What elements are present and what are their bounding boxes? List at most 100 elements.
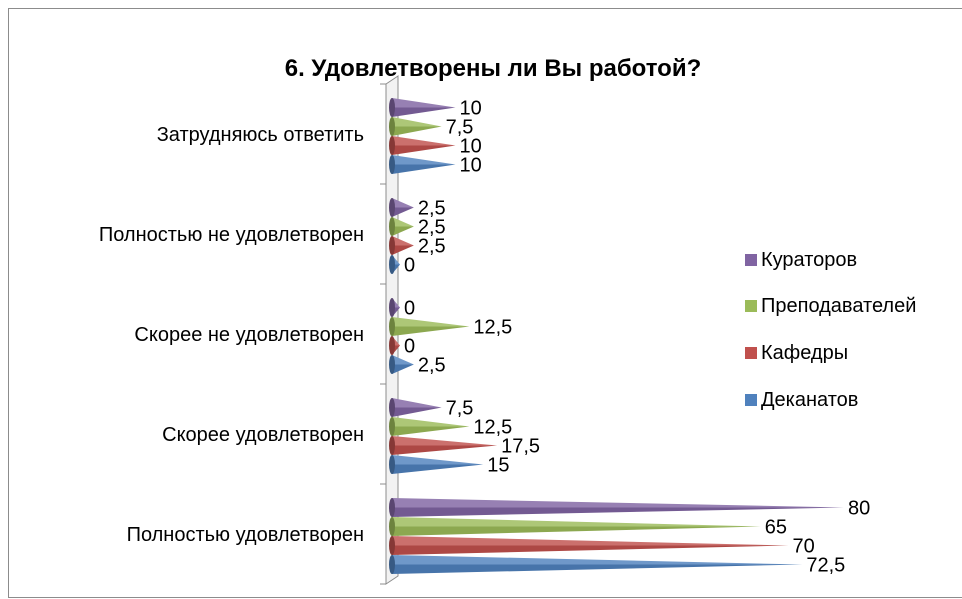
bar-base — [389, 336, 395, 355]
bar-face-bottom — [392, 564, 803, 574]
bar-face-top — [392, 555, 803, 565]
bar-base — [389, 155, 395, 174]
bar-face-top — [392, 398, 442, 408]
bar-face-bottom — [392, 507, 844, 517]
bar-face-top — [392, 498, 844, 508]
value-label: 2,5 — [418, 217, 446, 239]
bar-face-top — [392, 117, 442, 127]
value-label: 0 — [404, 298, 415, 320]
value-label: 70 — [793, 536, 815, 558]
bar-face-bottom — [392, 164, 456, 174]
bar-face-top — [392, 355, 414, 365]
bar-base — [389, 436, 395, 455]
bar-face-bottom — [392, 407, 442, 417]
bar-face-bottom — [392, 245, 414, 255]
bar-face-top — [392, 436, 498, 446]
bar-Преподавателей — [389, 317, 470, 336]
value-label: 12,5 — [473, 317, 512, 339]
legend: Кураторов Преподавателей Кафедры Деканатов — [745, 249, 916, 411]
bar-face-bottom — [392, 226, 414, 236]
bar-Кафедры — [389, 136, 456, 155]
category-label: Полностью удовлетворен — [127, 524, 364, 546]
category-label: Полностью не удовлетворен — [99, 224, 364, 246]
bar-Кураторов — [389, 498, 844, 517]
value-label: 12,5 — [473, 417, 512, 439]
legend-swatch — [745, 300, 757, 312]
bar-face-bottom — [392, 126, 442, 136]
bar-face-top — [392, 317, 470, 327]
bar-base — [389, 236, 395, 255]
bar-face-bottom — [392, 145, 456, 155]
value-label: 80 — [848, 498, 870, 520]
bar-Кураторов — [389, 398, 442, 417]
value-label: 7,5 — [446, 398, 474, 420]
value-label: 7,5 — [446, 117, 474, 139]
bar-face-bottom — [392, 326, 470, 336]
bar-face-top — [392, 536, 789, 546]
bar-Кафедры — [389, 536, 789, 555]
bar-base — [389, 317, 395, 336]
bar-face-bottom — [392, 207, 414, 217]
bar-Деканатов — [389, 155, 456, 174]
bar-base — [389, 498, 395, 517]
bar-Преподавателей — [389, 117, 442, 136]
value-label: 15 — [487, 455, 509, 477]
bar-Преподавателей — [389, 417, 470, 436]
bar-face-top — [392, 517, 761, 527]
bar-base — [389, 398, 395, 417]
bar-face-bottom — [392, 464, 484, 474]
bar-base — [389, 98, 395, 117]
bar-face-top — [392, 198, 414, 208]
bar-base — [389, 198, 395, 217]
bar-face-top — [392, 98, 456, 108]
bar-Деканатов — [389, 255, 400, 274]
bar-face-top — [392, 217, 414, 227]
legend-swatch — [745, 394, 757, 406]
bar-face-bottom — [392, 107, 456, 117]
bar-Кураторов — [389, 98, 456, 117]
bar-face-bottom — [392, 526, 761, 536]
bar-base — [389, 555, 395, 574]
legend-swatch — [745, 347, 757, 359]
value-label: 10 — [460, 155, 482, 177]
bar-Деканатов — [389, 555, 803, 574]
bar-base — [389, 217, 395, 236]
bar-Кафедры — [389, 436, 498, 455]
bar-Преподавателей — [389, 217, 414, 236]
legend-swatch — [745, 254, 757, 266]
category-label: Скорее не удовлетворен — [134, 324, 364, 346]
bar-face-top — [392, 136, 456, 146]
bar-face-top — [392, 417, 470, 427]
bar-base — [389, 417, 395, 436]
value-label: 2,5 — [418, 198, 446, 220]
bar-Деканатов — [389, 355, 414, 374]
bar-Кафедры — [389, 236, 414, 255]
bar-face-bottom — [392, 545, 789, 555]
bar-base — [389, 517, 395, 536]
value-label: 0 — [404, 255, 415, 277]
bar-base — [389, 536, 395, 555]
bar-face-bottom — [392, 445, 498, 455]
bar-Кафедры — [389, 336, 400, 355]
value-label: 10 — [460, 136, 482, 158]
bar-Кураторов — [389, 198, 414, 217]
value-label: 72,5 — [806, 555, 845, 577]
bar-Кураторов — [389, 298, 400, 317]
bar-Преподавателей — [389, 517, 761, 536]
bar-base — [389, 255, 395, 274]
chart-frame: 6. Удовлетворены ли Вы работой? Полность… — [8, 8, 962, 598]
bar-base — [389, 136, 395, 155]
bar-face-top — [392, 455, 484, 465]
legend-label: Деканатов — [761, 389, 858, 411]
bars-group — [389, 98, 844, 574]
value-label: 65 — [765, 517, 787, 539]
bar-base — [389, 455, 395, 474]
category-label: Скорее удовлетворен — [162, 424, 364, 446]
chart-title: 6. Удовлетворены ли Вы работой? — [285, 55, 701, 82]
value-label: 0 — [404, 336, 415, 358]
bar-chart: 6. Удовлетворены ли Вы работой? Полность… — [99, 55, 916, 585]
value-label: 2,5 — [418, 236, 446, 258]
legend-label: Преподавателей — [761, 295, 916, 317]
bar-face-bottom — [392, 426, 470, 436]
legend-label: Кафедры — [761, 342, 848, 364]
